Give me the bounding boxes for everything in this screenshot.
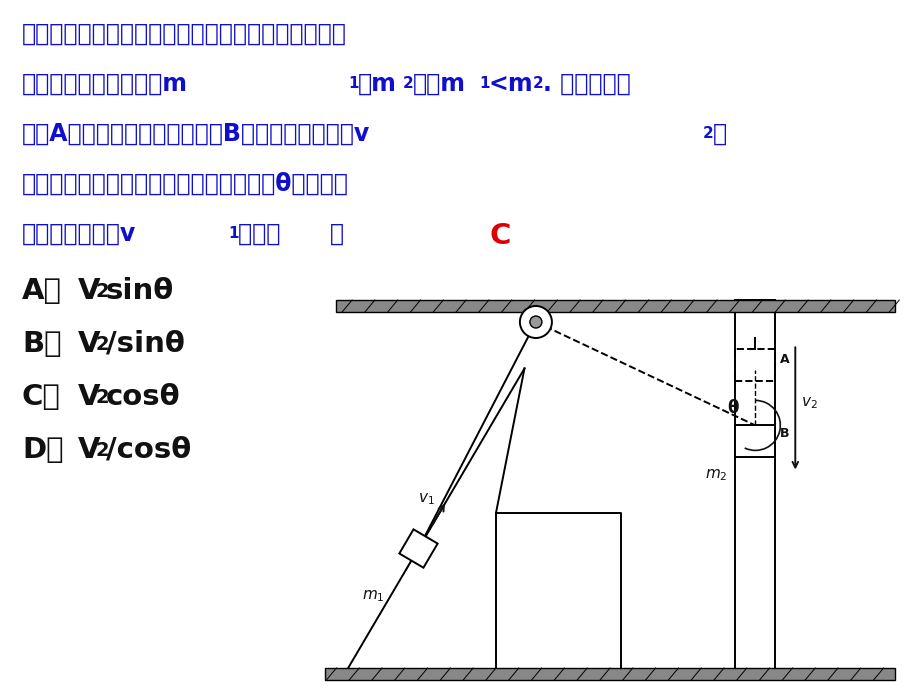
Text: V: V: [78, 383, 100, 411]
Text: 1: 1: [228, 226, 238, 241]
Text: 且与滑块牵连的绳子与竖直方向的夹角为θ，则这时: 且与滑块牵连的绳子与竖直方向的夹角为θ，则这时: [22, 172, 348, 196]
Text: 如图所示，不计所有接触面之间的摩擦，斜面固定，: 如图所示，不计所有接触面之间的摩擦，斜面固定，: [22, 22, 346, 46]
Text: 2: 2: [96, 441, 109, 460]
Circle shape: [529, 316, 541, 328]
Bar: [734, 349, 775, 382]
Text: /sinθ: /sinθ: [106, 330, 185, 358]
Text: D．: D．: [22, 436, 63, 464]
Text: 物块的速度大小v: 物块的速度大小v: [22, 222, 136, 246]
Polygon shape: [399, 529, 437, 568]
Text: . 若将滑块从: . 若将滑块从: [542, 72, 630, 96]
Text: ，: ，: [712, 122, 726, 146]
Text: V: V: [78, 277, 100, 305]
Text: 2: 2: [702, 126, 713, 141]
Text: C: C: [490, 222, 511, 250]
Text: 2: 2: [96, 335, 109, 354]
Text: $v_1$: $v_1$: [417, 491, 434, 507]
Bar: [734, 426, 775, 457]
Text: 2: 2: [96, 282, 109, 301]
Text: 2: 2: [403, 76, 414, 91]
Text: 2: 2: [96, 388, 109, 407]
Bar: [336, 300, 894, 312]
Text: A: A: [779, 353, 789, 366]
Text: A．: A．: [22, 277, 62, 305]
Text: 位置A由静止释放，当落到位置B时，滑块的速度为v: 位置A由静止释放，当落到位置B时，滑块的速度为v: [22, 122, 369, 146]
Text: 1: 1: [479, 76, 489, 91]
Text: <m: <m: [489, 72, 533, 96]
Text: cosθ: cosθ: [106, 383, 180, 411]
Circle shape: [519, 306, 551, 338]
Text: ，且m: ，且m: [413, 72, 466, 96]
Text: 物块和滑块质量分别为m: 物块和滑块质量分别为m: [22, 72, 187, 96]
Text: /cosθ: /cosθ: [106, 436, 191, 464]
Text: 1: 1: [347, 76, 358, 91]
Text: C．: C．: [22, 383, 61, 411]
Text: sinθ: sinθ: [106, 277, 174, 305]
Text: $m_1$: $m_1$: [362, 589, 384, 604]
Text: B: B: [779, 427, 789, 440]
Text: B．: B．: [22, 330, 62, 358]
Bar: [324, 668, 894, 680]
Text: V: V: [78, 436, 100, 464]
Text: 和m: 和m: [357, 72, 396, 96]
Text: 等于（      ）: 等于（ ）: [238, 222, 344, 246]
Text: 2: 2: [532, 76, 543, 91]
Text: θ: θ: [727, 400, 738, 417]
Text: V: V: [78, 330, 100, 358]
Text: $m_2$: $m_2$: [704, 467, 727, 483]
Text: $v_2$: $v_2$: [800, 395, 817, 411]
